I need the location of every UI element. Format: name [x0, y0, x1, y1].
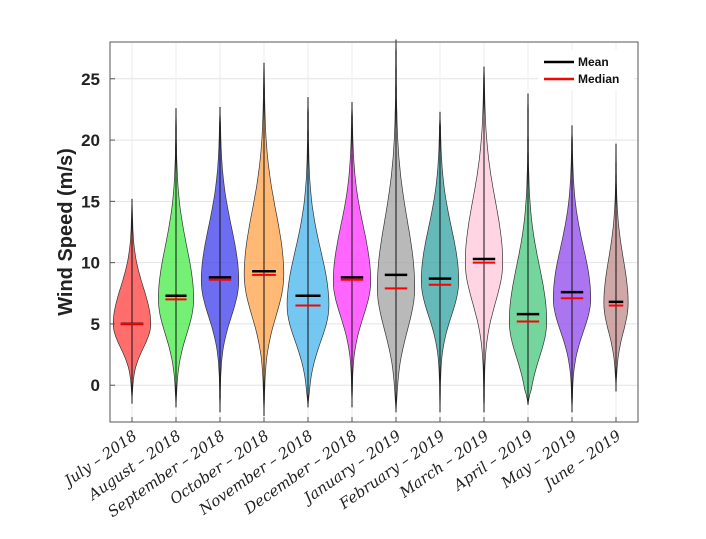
grid-layer — [110, 42, 638, 422]
plot-frame — [109, 41, 639, 423]
violin-layer — [112, 39, 629, 416]
y-tick-label: 20 — [81, 131, 100, 150]
y-axis-label: Wind Speed (m/s) — [55, 148, 77, 316]
y-tick-label: 5 — [91, 315, 100, 334]
y-tick-label: 15 — [81, 192, 100, 211]
y-tick-label: 10 — [81, 254, 100, 273]
legend-mean-label: Mean — [578, 55, 609, 69]
legend: Mean Median — [538, 50, 634, 90]
y-tick-label: 25 — [81, 70, 100, 89]
y-axis-ticks: 0 5 10 15 20 25 — [81, 70, 115, 395]
legend-box — [538, 50, 634, 90]
legend-median-label: Median — [578, 72, 619, 86]
y-tick-label: 0 — [91, 376, 100, 395]
